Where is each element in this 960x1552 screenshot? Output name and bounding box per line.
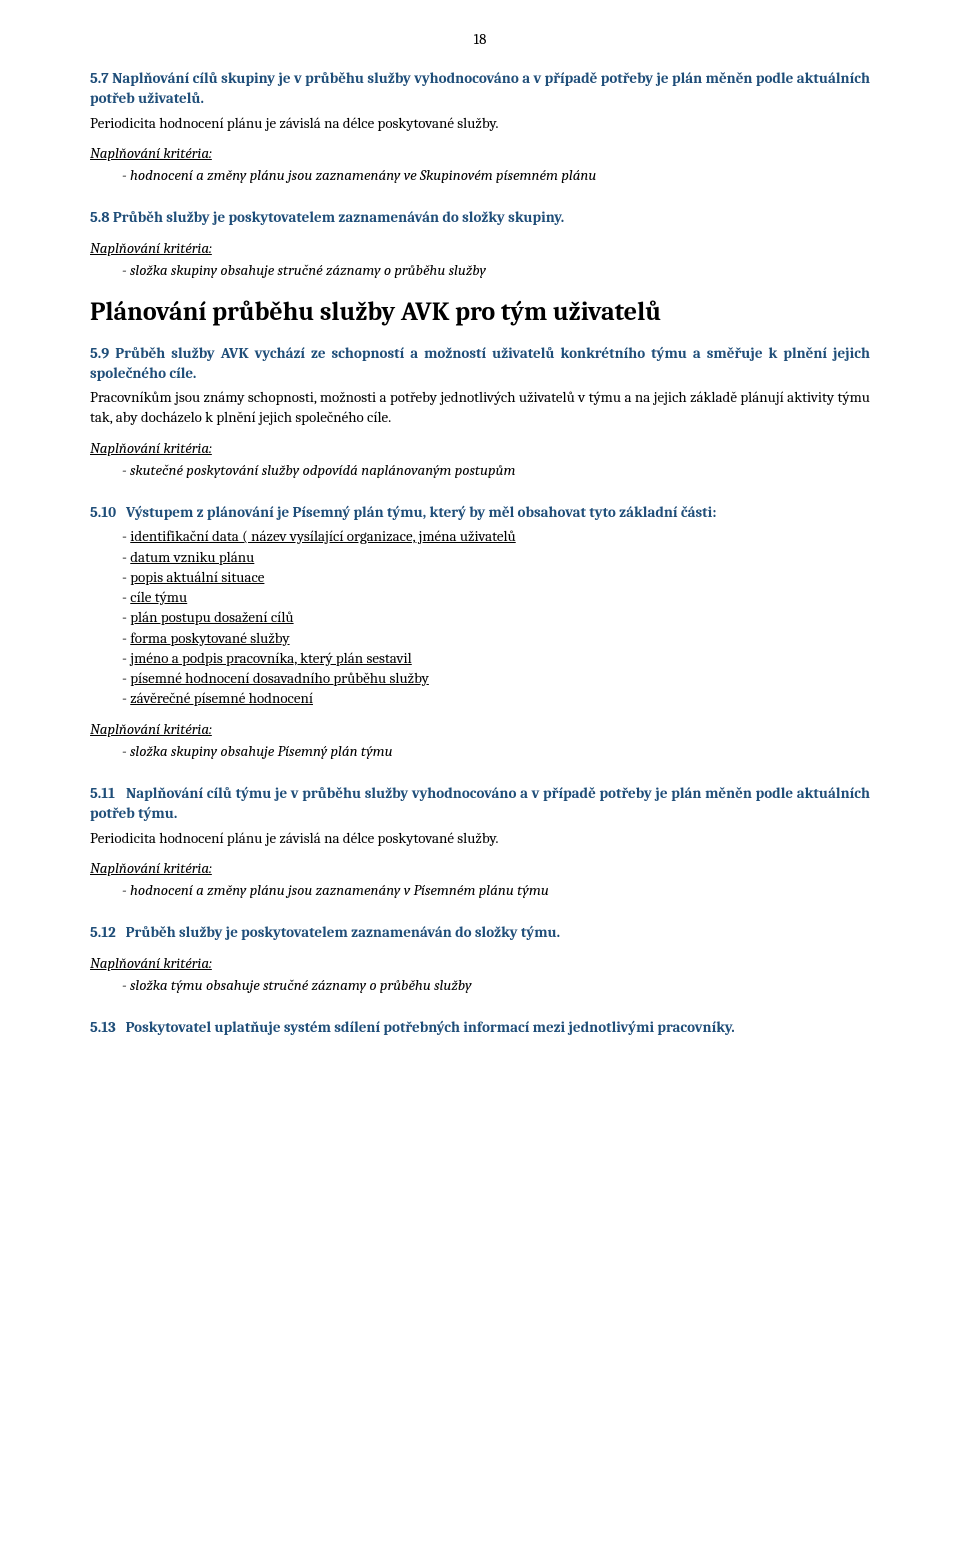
- list-item: popis aktuální situace: [90, 567, 870, 587]
- section-title: Naplňování cílů týmu je v průběhu služby…: [90, 784, 870, 822]
- section-5-9-heading: 5.9 Průběh služby AVK vychází ze schopno…: [90, 343, 870, 384]
- section-5-9-body: Pracovníkům jsou známy schopnosti, možno…: [90, 387, 870, 428]
- list-item: identifikační data ( název vysílající or…: [90, 526, 870, 546]
- criteria-item: složka týmu obsahuje stručné záznamy o p…: [90, 975, 870, 995]
- page: 18 5.7 Naplňování cílů skupiny je v průb…: [0, 0, 960, 1552]
- heading-planning: Plánování průběhu služby AVK pro tým uži…: [90, 296, 870, 329]
- section-number: 5.11: [90, 784, 115, 802]
- list-item: forma poskytované služby: [90, 628, 870, 648]
- section-number: 5.12: [90, 923, 116, 941]
- criteria-list-5-12: složka týmu obsahuje stručné záznamy o p…: [90, 975, 870, 995]
- section-number: 5.10: [90, 503, 116, 521]
- section-title: Průběh služby je poskytovatelem zaznamen…: [113, 208, 564, 226]
- criteria-item: hodnocení a změny plánu jsou zaznamenány…: [90, 165, 870, 185]
- section-5-8-heading: 5.8 Průběh služby je poskytovatelem zazn…: [90, 207, 870, 227]
- section-title: Průběh služby AVK vychází ze schopností …: [90, 344, 870, 382]
- list-item: plán postupu dosažení cílů: [90, 607, 870, 627]
- criteria-list-5-11: hodnocení a změny plánu jsou zaznamenány…: [90, 880, 870, 900]
- section-title: Průběh služby je poskytovatelem zaznamen…: [126, 923, 560, 941]
- list-item: cíle týmu: [90, 587, 870, 607]
- section-5-10-heading: 5.10 Výstupem z plánování je Písemný plá…: [90, 502, 870, 522]
- list-item: závěrečné písemné hodnocení: [90, 688, 870, 708]
- section-number: 5.9: [90, 344, 109, 362]
- criteria-label: Naplňování kritéria:: [90, 953, 870, 973]
- criteria-item: hodnocení a změny plánu jsou zaznamenány…: [90, 880, 870, 900]
- section-5-11-heading: 5.11 Naplňování cílů týmu je v průběhu s…: [90, 783, 870, 824]
- criteria-label: Naplňování kritéria:: [90, 143, 870, 163]
- section-5-11-body: Periodicita hodnocení plánu je závislá n…: [90, 828, 870, 848]
- section-number: 5.7: [90, 69, 109, 87]
- criteria-label: Naplňování kritéria:: [90, 858, 870, 878]
- criteria-item: skutečné poskytování služby odpovídá nap…: [90, 460, 870, 480]
- section-title: Poskytovatel uplatňuje systém sdílení po…: [126, 1018, 735, 1036]
- section-5-12-heading: 5.12 Průběh služby je poskytovatelem zaz…: [90, 922, 870, 942]
- section-5-13-heading: 5.13 Poskytovatel uplatňuje systém sdíle…: [90, 1017, 870, 1037]
- list-item: písemné hodnocení dosavadního průběhu sl…: [90, 668, 870, 688]
- list-item: jméno a podpis pracovníka, který plán se…: [90, 648, 870, 668]
- criteria-list-5-8: složka skupiny obsahuje stručné záznamy …: [90, 260, 870, 280]
- section-5-7-heading: 5.7 Naplňování cílů skupiny je v průběhu…: [90, 68, 870, 109]
- criteria-label: Naplňování kritéria:: [90, 719, 870, 739]
- items-list-5-10: identifikační data ( název vysílající or…: [90, 526, 870, 708]
- section-5-7-body: Periodicita hodnocení plánu je závislá n…: [90, 113, 870, 133]
- section-number: 5.8: [90, 208, 110, 226]
- criteria-list-5-10: složka skupiny obsahuje Písemný plán tým…: [90, 741, 870, 761]
- criteria-item: složka skupiny obsahuje stručné záznamy …: [90, 260, 870, 280]
- list-item: datum vzniku plánu: [90, 547, 870, 567]
- page-number: 18: [90, 30, 870, 48]
- section-number: 5.13: [90, 1018, 116, 1036]
- section-title: Výstupem z plánování je Písemný plán tým…: [126, 503, 716, 521]
- criteria-list-5-9: skutečné poskytování služby odpovídá nap…: [90, 460, 870, 480]
- criteria-label: Naplňování kritéria:: [90, 438, 870, 458]
- criteria-list-5-7: hodnocení a změny plánu jsou zaznamenány…: [90, 165, 870, 185]
- section-title: Naplňování cílů skupiny je v průběhu slu…: [90, 69, 870, 107]
- criteria-label: Naplňování kritéria:: [90, 238, 870, 258]
- criteria-item: složka skupiny obsahuje Písemný plán tým…: [90, 741, 870, 761]
